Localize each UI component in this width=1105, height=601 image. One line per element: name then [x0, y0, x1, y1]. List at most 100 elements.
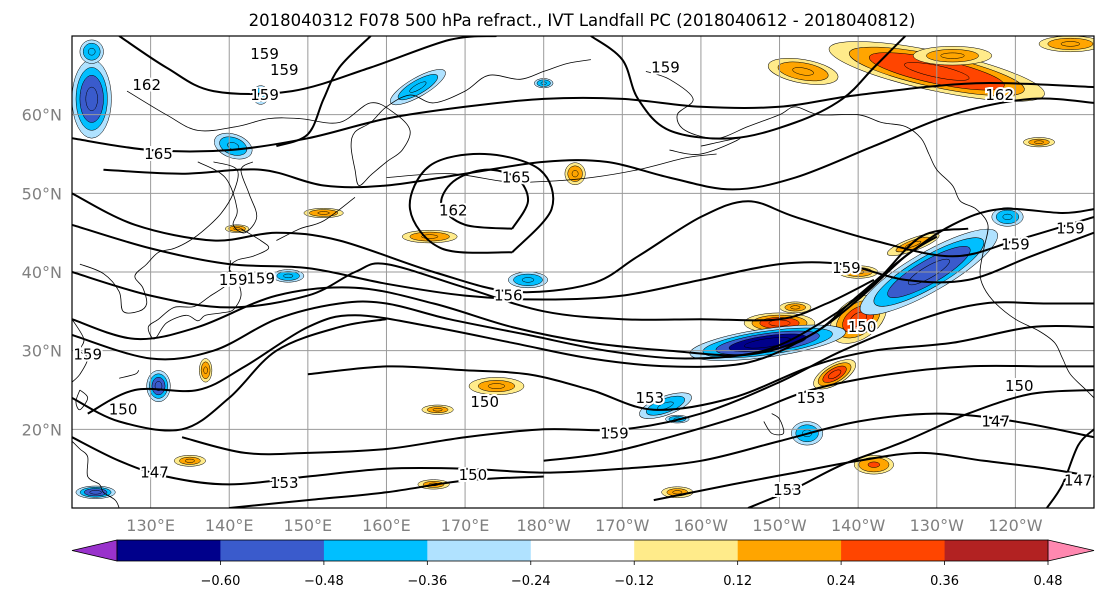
- contour-label: 159: [73, 346, 102, 364]
- contour-label: 153: [773, 481, 802, 499]
- contour-label: 159: [250, 86, 279, 104]
- longitude-tick-label: 170°E: [441, 516, 490, 535]
- positive-anomaly-patch-band: [867, 461, 881, 468]
- positive-anomaly-patch: [401, 230, 458, 244]
- colorbar-tick-label: 0.12: [723, 574, 752, 589]
- positive-anomaly-patch-band: [940, 52, 965, 59]
- refractivity-contour-line: [72, 412, 1094, 486]
- map-plot-area: 1621591591591651621651591621591591561591…: [72, 36, 1094, 508]
- longitude-tick-label: 150°W: [752, 516, 807, 535]
- latitude-tick-labels: 20°N 30°N 40°N 50°N 60°N: [22, 106, 62, 440]
- refractivity-contour-line: [307, 324, 1094, 411]
- refractivity-contour-line: [87, 235, 938, 415]
- contour-label-layer: 1621591591591651621651591621591591561591…: [72, 43, 1094, 501]
- longitude-tick-label: 150°E: [284, 516, 333, 535]
- negative-anomaly-patch-band: [87, 47, 96, 56]
- refractivity-contour-line: [653, 451, 1094, 502]
- refractivity-contour-line: [747, 389, 1094, 508]
- contour-label: 150: [109, 401, 138, 419]
- positive-anomaly-patch-band: [203, 366, 208, 375]
- negative-anomaly-patch: [72, 59, 112, 139]
- positive-anomaly-patch-band: [1060, 41, 1081, 47]
- contour-label: 159: [270, 61, 299, 79]
- negative-anomaly-patch: [75, 485, 116, 499]
- contour-label: 165: [502, 169, 531, 187]
- coastline: [79, 161, 239, 314]
- contour-label: 159: [246, 269, 275, 287]
- positive-anomaly-patch-band: [487, 383, 506, 389]
- coastline: [126, 59, 591, 186]
- positive-anomaly-patch: [468, 377, 525, 396]
- positive-anomaly-patch: [303, 208, 344, 218]
- refractivity-contour-line: [543, 364, 1094, 462]
- positive-anomaly-patch-band: [184, 458, 195, 463]
- longitude-tick-label: 130°E: [126, 516, 175, 535]
- refractivity-contour-line: [72, 318, 387, 432]
- negative-anomaly-patch: [272, 269, 305, 283]
- colorbar-tick-label: 0.48: [1034, 574, 1063, 589]
- colorbar-segment: [117, 540, 221, 561]
- longitude-tick-labels: 130°E 140°E 150°E 160°E 170°E 180°W 170°W 160°W…: [126, 516, 1042, 535]
- contour-label: 156: [494, 287, 523, 305]
- coastline: [386, 153, 717, 183]
- refractivity-contour-line: [72, 223, 1094, 301]
- longitude-tick-label: 160°E: [362, 516, 411, 535]
- refractivity-contour-line: [103, 97, 1094, 191]
- refractivity-contour-layer: [72, 36, 1094, 508]
- contour-label: 162: [985, 86, 1014, 104]
- refractivity-contour-line: [72, 262, 875, 322]
- coastline: [197, 161, 258, 234]
- refractivity-contour-line: [118, 36, 497, 95]
- contour-label: 153: [797, 389, 826, 407]
- colorbar-segment: [530, 540, 635, 561]
- latitude-tick-label: 20°N: [22, 420, 62, 439]
- latitude-tick-label: 50°N: [22, 184, 62, 203]
- longitude-tick-label: 160°W: [674, 516, 729, 535]
- negative-anomaly-patch: [508, 271, 548, 289]
- contour-label: 150: [459, 466, 488, 484]
- longitude-tick-label: 120°W: [988, 516, 1043, 535]
- refractivity-contour-line: [72, 81, 1094, 153]
- colorbar-tick-label: 0.36: [930, 574, 959, 589]
- positive-anomaly-patch: [1023, 137, 1055, 148]
- refractivity-contour-line: [229, 475, 544, 508]
- negative-anomaly-patch-band: [409, 81, 427, 93]
- negative-anomaly-patch-band: [85, 86, 98, 111]
- contour-label: 150: [1005, 377, 1034, 395]
- refractivity-contour-line: [72, 207, 1094, 357]
- positive-anomaly-patch: [199, 358, 213, 383]
- contour-label: 153: [270, 474, 299, 492]
- positive-anomaly-patch: [1038, 36, 1094, 53]
- positive-anomaly-patch-band: [828, 369, 842, 380]
- refractivity-contour-line: [276, 36, 372, 148]
- positive-anomaly-patch-band: [672, 490, 683, 495]
- colorbar-tick-label: −0.60: [201, 574, 241, 589]
- longitude-tick-label: 140°E: [205, 516, 254, 535]
- colorbar-tick-label: −0.24: [511, 574, 551, 589]
- positive-anomaly-patch: [421, 404, 454, 415]
- colorbar-segment: [427, 540, 532, 561]
- positive-anomaly-patch-band: [317, 211, 330, 215]
- positive-anomaly-patch: [767, 58, 839, 85]
- positive-anomaly-patch-band: [432, 408, 443, 412]
- colorbar-segment: [944, 540, 1049, 561]
- coastline: [72, 440, 120, 508]
- positive-anomaly-patch: [813, 359, 856, 390]
- positive-anomaly-patch: [564, 162, 586, 185]
- contour-label: 159: [250, 45, 279, 63]
- negative-anomaly-patch-band: [89, 490, 102, 495]
- contour-label: 147: [140, 464, 169, 482]
- positive-anomaly-patch: [173, 455, 206, 467]
- contour-label: 159: [832, 259, 861, 277]
- contour-label: 162: [132, 76, 161, 94]
- coastline: [119, 370, 140, 379]
- positive-anomaly-patch-band: [792, 67, 814, 76]
- contour-label: 159: [1001, 236, 1030, 254]
- map-frame: [71, 35, 1095, 509]
- positive-anomaly-patch: [912, 46, 993, 66]
- refractivity-contour-line: [181, 301, 1094, 456]
- longitude-tick-label: 180°W: [517, 516, 572, 535]
- colorbar-frame: [116, 539, 1049, 562]
- negative-anomaly-patch: [390, 69, 446, 106]
- negative-anomaly-patch-band: [657, 401, 674, 410]
